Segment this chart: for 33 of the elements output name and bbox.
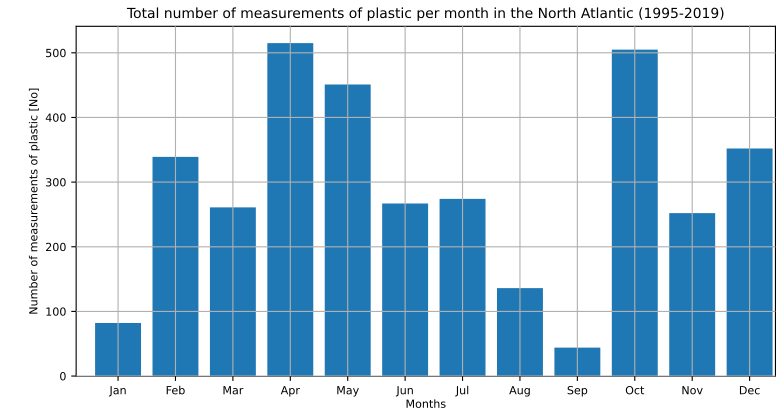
x-tick-label: Oct bbox=[626, 386, 644, 394]
x-tick-label: Dec bbox=[740, 386, 760, 394]
bar bbox=[669, 213, 716, 376]
x-tick-label: Jun bbox=[396, 386, 413, 396]
y-tick-label: 100 bbox=[46, 307, 66, 316]
y-tick-label: 500 bbox=[46, 48, 66, 58]
bar bbox=[210, 207, 256, 376]
bar bbox=[382, 203, 428, 376]
bar bbox=[496, 288, 543, 376]
y-tick-label: 0 bbox=[60, 372, 66, 380]
bar bbox=[267, 43, 314, 376]
x-tick-label: Nov bbox=[682, 386, 703, 394]
x-tick-label: May bbox=[337, 386, 359, 397]
y-axis-title: Number of measurements of plastic [No] bbox=[28, 88, 40, 314]
x-tick-label: Jan bbox=[108, 386, 126, 396]
x-tick-label: Jul bbox=[455, 386, 468, 396]
bar bbox=[726, 148, 773, 376]
x-axis-title: Months bbox=[406, 399, 446, 408]
y-tick-label: 400 bbox=[46, 113, 66, 122]
bar bbox=[324, 84, 371, 376]
bar bbox=[440, 198, 486, 376]
x-tick-label: Sep bbox=[568, 386, 588, 397]
bar bbox=[152, 156, 198, 376]
bar bbox=[554, 348, 600, 376]
bar bbox=[612, 50, 658, 376]
y-tick-label: 200 bbox=[46, 242, 66, 252]
y-tick-label: 300 bbox=[46, 178, 66, 186]
x-tick-label: Mar bbox=[223, 386, 244, 394]
bar bbox=[95, 323, 142, 376]
chart-title: Total number of measurements of plastic per month in the North Atlantic (1995-2019) bbox=[126, 7, 724, 21]
x-tick-label: Apr bbox=[280, 386, 300, 397]
x-tick-label: Aug bbox=[509, 386, 530, 397]
x-tick-label: Feb bbox=[166, 386, 185, 394]
